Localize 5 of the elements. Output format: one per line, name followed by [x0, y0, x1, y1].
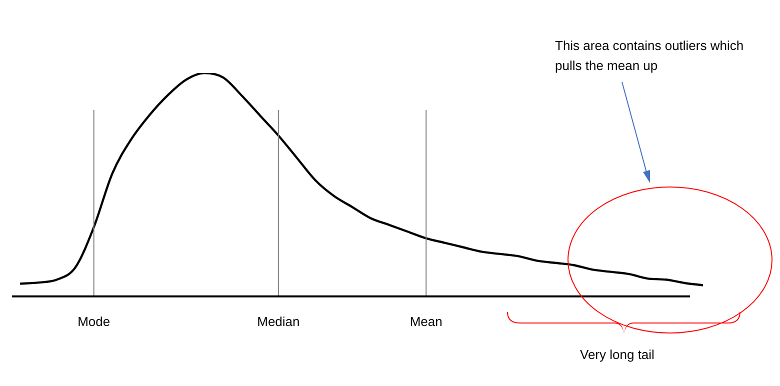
- text: Very long tail: [580, 346, 654, 364]
- x-tick-label: Median: [257, 314, 300, 329]
- x-tick-label: Mode: [78, 314, 110, 329]
- annotation: This area contains outliers which pulls the mean up: [555, 37, 745, 75]
- x-tick-label: Mean: [410, 314, 442, 329]
